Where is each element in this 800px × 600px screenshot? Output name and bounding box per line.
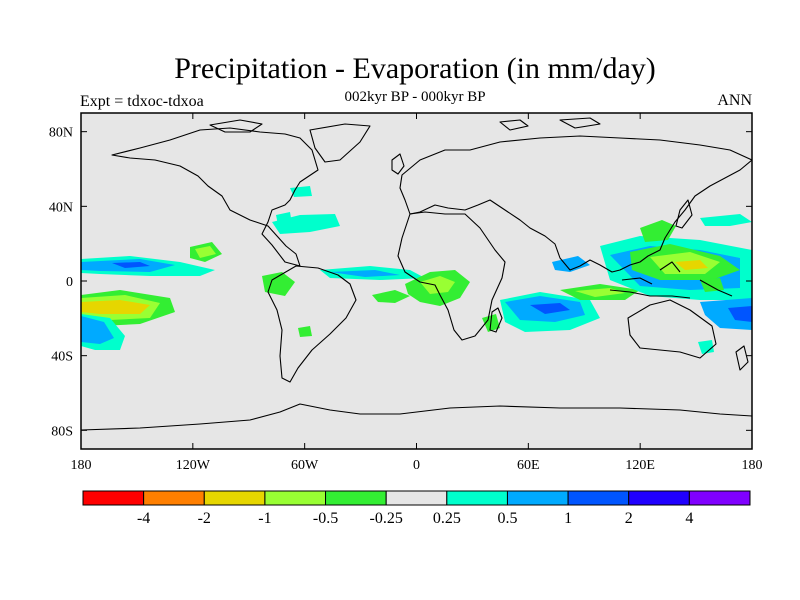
coastline-indonesia xyxy=(609,261,733,299)
coastline-japan xyxy=(675,199,693,229)
coastline-arctic-islands xyxy=(209,117,601,133)
coastline-new-zealand xyxy=(735,345,749,371)
lat-tick-label: 40N xyxy=(49,200,73,215)
lat-tick-label: 80S xyxy=(51,424,73,439)
coastline-madagascar xyxy=(489,307,503,333)
colorbar-swatch xyxy=(264,490,327,506)
field-south-pacific-blue xyxy=(81,316,114,344)
coastline-north-america xyxy=(111,127,319,267)
experiment-label: Expt = tdxoc-tdxoa xyxy=(80,93,204,110)
colorbar-label: 2 xyxy=(625,510,633,527)
colorbar-label: -0.5 xyxy=(313,510,338,527)
colorbar-label: -2 xyxy=(198,510,211,527)
colorbar-swatch xyxy=(203,490,266,506)
lat-tick-label: 40S xyxy=(51,350,73,365)
field-sea-green xyxy=(700,278,724,292)
lon-tick-label: 120E xyxy=(625,458,655,473)
coastline-eurasia xyxy=(399,135,752,273)
coastline-australia xyxy=(627,299,717,359)
anomaly-fields xyxy=(81,186,752,354)
coastline-south-america xyxy=(267,265,357,383)
field-tropical-atlantic-blue xyxy=(330,270,400,277)
field-amazon-green xyxy=(262,272,295,296)
lon-tick-label: 180 xyxy=(71,458,92,473)
colorbar-label: 0.25 xyxy=(433,510,461,527)
colorbar-label: -4 xyxy=(137,510,150,527)
field-warm-pool-yellow xyxy=(675,260,708,270)
field-north-pacific-cyan xyxy=(700,214,752,226)
lon-tick-label: 180 xyxy=(742,458,763,473)
field-east-pacific-dark xyxy=(112,262,150,268)
field-south-pacific-west-blue xyxy=(700,298,752,330)
colorbar-label: -1 xyxy=(258,510,271,527)
field-south-america-green xyxy=(298,326,312,337)
colorbar-swatch xyxy=(325,490,387,506)
lon-tick-label: 0 xyxy=(413,458,420,473)
coastline-greenland xyxy=(309,123,371,163)
lon-tick-label: 60E xyxy=(517,458,540,473)
plot-title: Precipitation - Evaporation (in mm/day) xyxy=(174,52,656,85)
field-south-atlantic-green xyxy=(372,290,410,303)
field-south-pacific-yellow xyxy=(81,300,150,314)
colorbar-swatch xyxy=(446,490,508,506)
colorbar-swatch xyxy=(82,490,145,506)
lat-tick-label: 80N xyxy=(49,126,73,141)
field-africa-lightgreen xyxy=(420,276,455,294)
coastlines xyxy=(81,117,752,431)
colorbar-swatch xyxy=(567,490,630,506)
lon-tick-label: 120W xyxy=(176,458,211,473)
field-east-asia-green xyxy=(640,220,676,242)
field-tasman-cyan xyxy=(698,340,714,354)
colorbar-swatch xyxy=(385,490,448,506)
colorbar-swatch xyxy=(628,490,690,506)
colorbar: -4 -2 -1 -0.5 -0.25 0.25 0.5 1 2 4 xyxy=(82,490,751,527)
coastline-uk xyxy=(391,153,405,175)
field-mid-atlantic-cyan xyxy=(276,212,292,225)
colorbar-swatch xyxy=(688,490,751,506)
colorbar-swatch xyxy=(143,490,205,506)
colorbar-label: -0.25 xyxy=(370,510,403,527)
coastline-africa xyxy=(397,211,506,341)
colorbar-label: 4 xyxy=(685,510,693,527)
field-indian-ocean-dark xyxy=(530,303,570,314)
lon-tick-label: 60W xyxy=(291,458,319,473)
lat-tick-label: 0 xyxy=(66,275,73,290)
colorbar-label: 1 xyxy=(564,510,572,527)
field-central-pacific-lightgreen xyxy=(195,246,216,258)
season-label: ANN xyxy=(717,92,752,109)
colorbar-label: 0.5 xyxy=(497,510,517,527)
colorbar-swatch xyxy=(506,490,569,506)
field-south-pacific-west-dark xyxy=(728,306,752,322)
coastline-antarctica xyxy=(81,403,752,431)
map-axes: 80N 40N 0 40S 80S 180 120W 60W 0 60E 120E 180 xyxy=(49,113,763,473)
plot-subtitle: 002kyr BP - 000kyr BP xyxy=(344,89,486,105)
